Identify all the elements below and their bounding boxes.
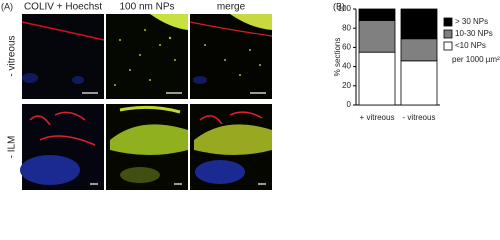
y-tick-label: 80	[342, 23, 351, 32]
row-label: - ILM	[7, 136, 18, 159]
legend-swatch	[443, 17, 453, 27]
y-axis-label: % sections	[333, 38, 342, 77]
bar-segment	[358, 20, 396, 53]
micrograph	[106, 14, 188, 99]
row-label: - vitreous	[7, 35, 18, 76]
bar-segment	[400, 8, 438, 40]
y-tick-label: 100	[338, 4, 352, 13]
bar-segment	[358, 8, 396, 21]
column-title: 100 nm NPs	[119, 2, 174, 13]
legend-swatch	[443, 29, 453, 39]
micrograph	[21, 14, 105, 99]
micrograph	[20, 104, 104, 190]
bar-segment	[400, 60, 438, 106]
panel-label: (B)	[333, 1, 345, 11]
column-title: merge	[217, 2, 246, 13]
chart: 0 20 40 60 80 100 + vitreous - vitreous <10 NPs 1…	[338, 4, 500, 122]
panel-label: (A)	[1, 1, 13, 11]
legend-swatch	[443, 41, 453, 51]
column-title: COLIV + Hoechst	[24, 2, 102, 13]
legend-label: <10 NPs	[455, 41, 486, 50]
y-tick-label: 0	[347, 100, 352, 109]
figure: (A) COLIV + Hoechst 100 nm NPs merge - v…	[1, 1, 500, 190]
y-tick-label: 60	[342, 43, 351, 52]
y-tick-label: 40	[342, 62, 351, 71]
y-tick-label: 20	[342, 81, 351, 90]
bar-segment	[358, 51, 396, 106]
legend-label: > 30 NPs	[455, 17, 488, 26]
annotation: per 1000 µm²	[452, 55, 500, 64]
x-tick-label: - vitreous	[403, 113, 436, 122]
bar-segment	[400, 38, 438, 62]
micrograph	[106, 104, 188, 190]
legend-label: 10-30 NPs	[455, 29, 493, 38]
micrograph	[190, 104, 272, 190]
micrograph	[189, 14, 273, 99]
x-tick-label: + vitreous	[360, 113, 395, 122]
